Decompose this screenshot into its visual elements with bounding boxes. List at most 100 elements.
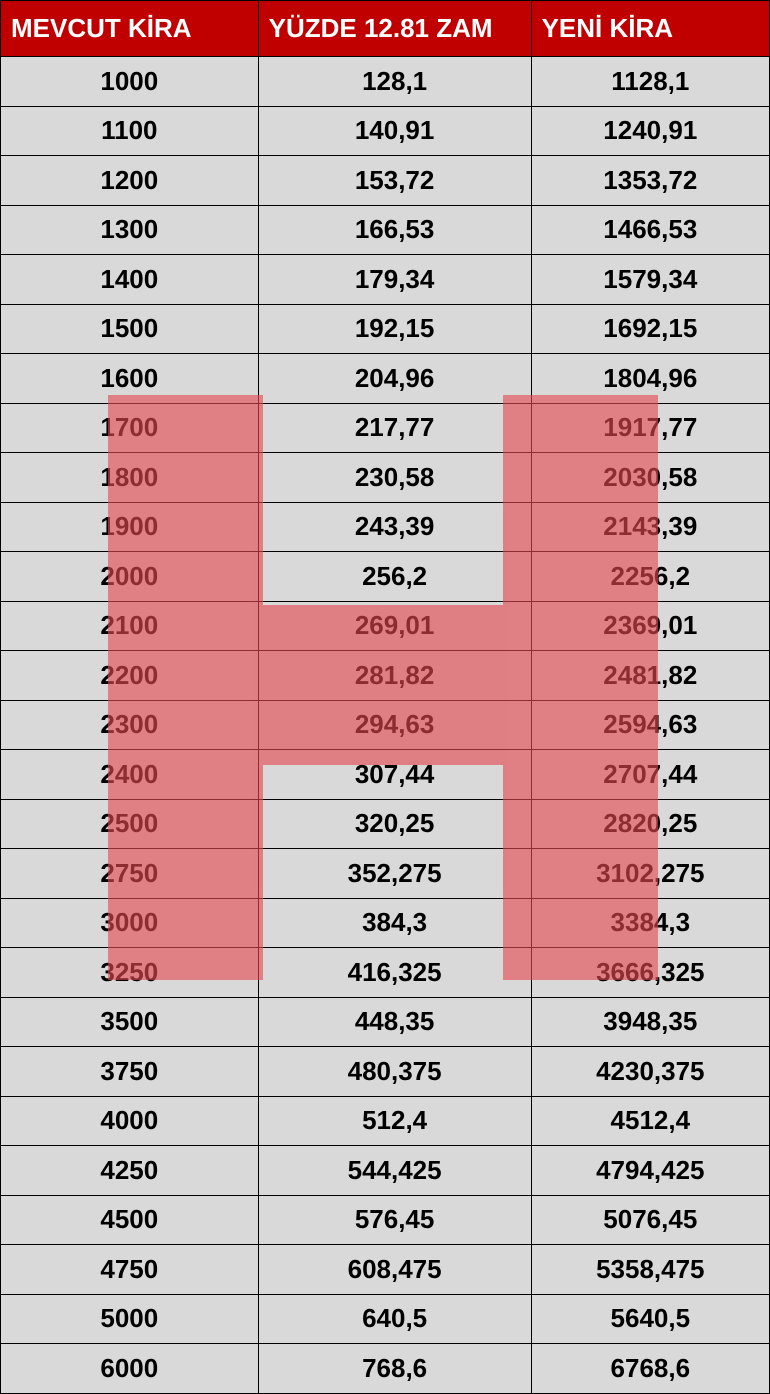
- table-cell: 1466,53: [531, 205, 769, 255]
- table-row: 1200153,721353,72: [1, 156, 770, 206]
- table-row: 1700217,771917,77: [1, 403, 770, 453]
- table-cell: 608,475: [258, 1245, 531, 1295]
- table-cell: 3666,325: [531, 948, 769, 998]
- table-cell: 3384,3: [531, 898, 769, 948]
- table-cell: 256,2: [258, 552, 531, 602]
- table-cell: 1400: [1, 255, 259, 305]
- table-row: 1300166,531466,53: [1, 205, 770, 255]
- table-cell: 5640,5: [531, 1294, 769, 1344]
- table-cell: 4794,425: [531, 1146, 769, 1196]
- table-cell: 2820,25: [531, 799, 769, 849]
- table-row: 3500448,353948,35: [1, 997, 770, 1047]
- table-cell: 2500: [1, 799, 259, 849]
- table-cell: 3500: [1, 997, 259, 1047]
- table-row: 1400179,341579,34: [1, 255, 770, 305]
- table-cell: 576,45: [258, 1195, 531, 1245]
- table-row: 2000256,22256,2: [1, 552, 770, 602]
- table-row: 4000512,44512,4: [1, 1096, 770, 1146]
- table-cell: 3750: [1, 1047, 259, 1097]
- table-row: 1800230,582030,58: [1, 453, 770, 503]
- table-cell: 640,5: [258, 1294, 531, 1344]
- table-cell: 2000: [1, 552, 259, 602]
- table-cell: 3948,35: [531, 997, 769, 1047]
- table-cell: 192,15: [258, 304, 531, 354]
- table-cell: 1917,77: [531, 403, 769, 453]
- table-cell: 6000: [1, 1344, 259, 1394]
- table-cell: 1600: [1, 354, 259, 404]
- table-cell: 544,425: [258, 1146, 531, 1196]
- table-cell: 6768,6: [531, 1344, 769, 1394]
- table-cell: 1200: [1, 156, 259, 206]
- table-cell: 3250: [1, 948, 259, 998]
- table-cell: 384,3: [258, 898, 531, 948]
- table-row: 2750352,2753102,275: [1, 849, 770, 899]
- table-cell: 2256,2: [531, 552, 769, 602]
- table-cell: 5358,475: [531, 1245, 769, 1295]
- table-cell: 1900: [1, 502, 259, 552]
- table-body: 1000128,11128,11100140,911240,911200153,…: [1, 57, 770, 1394]
- table-cell: 2030,58: [531, 453, 769, 503]
- table-cell: 1800: [1, 453, 259, 503]
- table-cell: 1700: [1, 403, 259, 453]
- table-row: 3250416,3253666,325: [1, 948, 770, 998]
- table-row: 4500576,455076,45: [1, 1195, 770, 1245]
- rent-increase-table: MEVCUT KİRAYÜZDE 12.81 ZAMYENİ KİRA 1000…: [0, 0, 770, 1394]
- table-cell: 204,96: [258, 354, 531, 404]
- table-row: 1900243,392143,39: [1, 502, 770, 552]
- table-row: 6000768,66768,6: [1, 1344, 770, 1394]
- table-cell: 179,34: [258, 255, 531, 305]
- table-row: 2300294,632594,63: [1, 700, 770, 750]
- table-cell: 2400: [1, 750, 259, 800]
- table-cell: 4500: [1, 1195, 259, 1245]
- table-cell: 2300: [1, 700, 259, 750]
- table-cell: 128,1: [258, 57, 531, 107]
- table-cell: 3102,275: [531, 849, 769, 899]
- table-cell: 4230,375: [531, 1047, 769, 1097]
- table-cell: 2100: [1, 601, 259, 651]
- table-cell: 4000: [1, 1096, 259, 1146]
- table-cell: 768,6: [258, 1344, 531, 1394]
- table-cell: 1240,91: [531, 106, 769, 156]
- table-cell: 320,25: [258, 799, 531, 849]
- table-row: 2400307,442707,44: [1, 750, 770, 800]
- table-cell: 4512,4: [531, 1096, 769, 1146]
- table-row: 3000384,33384,3: [1, 898, 770, 948]
- table-cell: 294,63: [258, 700, 531, 750]
- table-cell: 1128,1: [531, 57, 769, 107]
- table-cell: 4250: [1, 1146, 259, 1196]
- table-cell: 2481,82: [531, 651, 769, 701]
- table-cell: 1100: [1, 106, 259, 156]
- table-cell: 3000: [1, 898, 259, 948]
- table-cell: 1692,15: [531, 304, 769, 354]
- table-row: 4250544,4254794,425: [1, 1146, 770, 1196]
- rent-increase-table-wrap: MEVCUT KİRAYÜZDE 12.81 ZAMYENİ KİRA 1000…: [0, 0, 770, 1393]
- table-cell: 1804,96: [531, 354, 769, 404]
- table-cell: 2750: [1, 849, 259, 899]
- table-cell: 5076,45: [531, 1195, 769, 1245]
- table-row: 1600204,961804,96: [1, 354, 770, 404]
- table-row: 2500320,252820,25: [1, 799, 770, 849]
- table-cell: 512,4: [258, 1096, 531, 1146]
- table-cell: 281,82: [258, 651, 531, 701]
- table-row: 2200281,822481,82: [1, 651, 770, 701]
- table-row: 4750608,4755358,475: [1, 1245, 770, 1295]
- table-cell: 416,325: [258, 948, 531, 998]
- table-cell: 1000: [1, 57, 259, 107]
- table-cell: 480,375: [258, 1047, 531, 1097]
- table-cell: 1500: [1, 304, 259, 354]
- table-cell: 1300: [1, 205, 259, 255]
- table-cell: 140,91: [258, 106, 531, 156]
- table-cell: 448,35: [258, 997, 531, 1047]
- table-header-cell: YENİ KİRA: [531, 1, 769, 57]
- table-row: 1500192,151692,15: [1, 304, 770, 354]
- table-cell: 2200: [1, 651, 259, 701]
- table-cell: 4750: [1, 1245, 259, 1295]
- table-cell: 5000: [1, 1294, 259, 1344]
- table-cell: 243,39: [258, 502, 531, 552]
- table-header-cell: YÜZDE 12.81 ZAM: [258, 1, 531, 57]
- table-cell: 1353,72: [531, 156, 769, 206]
- table-cell: 269,01: [258, 601, 531, 651]
- table-cell: 1579,34: [531, 255, 769, 305]
- table-cell: 2143,39: [531, 502, 769, 552]
- table-row: 1000128,11128,1: [1, 57, 770, 107]
